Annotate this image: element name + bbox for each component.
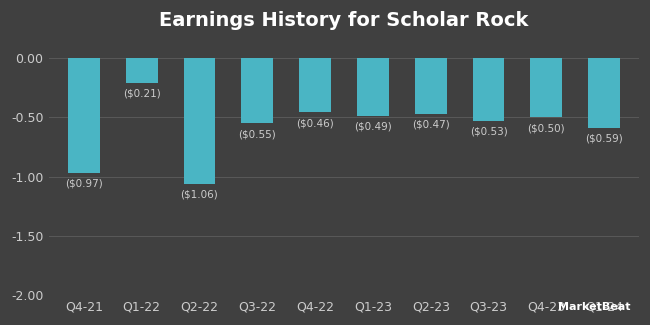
Title: Earnings History for Scholar Rock: Earnings History for Scholar Rock xyxy=(159,11,528,30)
Bar xyxy=(588,58,620,128)
Text: ($0.49): ($0.49) xyxy=(354,122,392,132)
Bar xyxy=(125,58,157,83)
Bar xyxy=(530,58,562,117)
Text: ($0.21): ($0.21) xyxy=(123,89,161,99)
Text: ($1.06): ($1.06) xyxy=(181,189,218,200)
Text: MarketBeat: MarketBeat xyxy=(558,302,630,312)
Bar xyxy=(183,58,215,184)
Text: ($0.47): ($0.47) xyxy=(412,120,450,130)
Text: ($0.59): ($0.59) xyxy=(585,134,623,144)
Text: ($0.97): ($0.97) xyxy=(65,179,103,189)
Bar xyxy=(68,58,99,173)
Bar xyxy=(241,58,273,123)
Bar xyxy=(473,58,504,121)
Text: ($0.50): ($0.50) xyxy=(528,123,566,133)
Bar xyxy=(299,58,331,112)
Bar xyxy=(415,58,447,114)
Text: ($0.53): ($0.53) xyxy=(470,127,508,137)
Text: ($0.46): ($0.46) xyxy=(296,118,334,128)
Text: ($0.55): ($0.55) xyxy=(239,129,276,139)
Bar xyxy=(357,58,389,116)
